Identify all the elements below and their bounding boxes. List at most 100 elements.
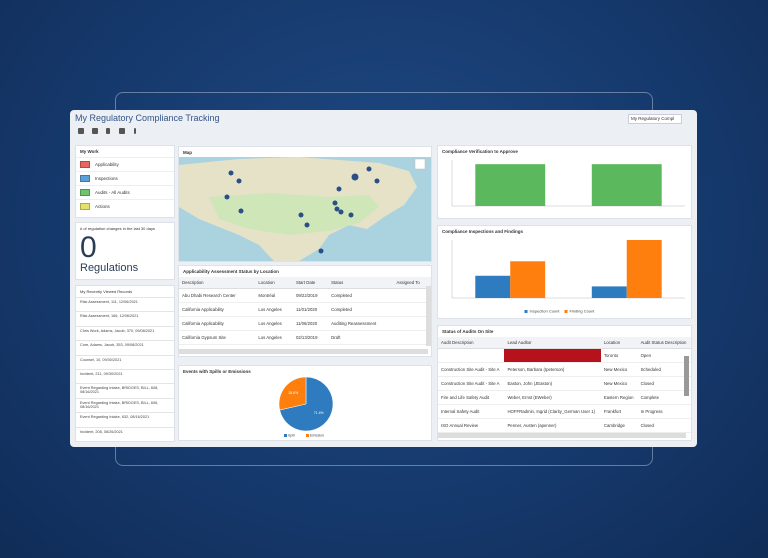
chart <box>451 160 685 207</box>
chart-panel: Compliance Inspections and Findings Inspe… <box>437 225 692 319</box>
table-cell: Cambridge <box>600 418 638 433</box>
recent-record[interactable]: Event Regarding Intake, 632, 08/16/2021 <box>76 412 174 426</box>
table-row[interactable]: ISO Annual Review Penner, Austen (apenner… <box>438 418 691 433</box>
audits-panel: Status of Audits On Site Audit Descripti… <box>437 325 692 441</box>
scrollbar[interactable] <box>426 286 431 346</box>
scrollbar[interactable] <box>438 433 686 438</box>
column-header: Lead Auditor <box>504 337 601 349</box>
recent-panel: My Recently Viewed Records Risk Assessme… <box>75 285 175 442</box>
recent-record[interactable]: Incident, 211, 09/30/2021 <box>76 368 174 383</box>
table-cell: California Gypsum Site <box>179 330 256 345</box>
my-work-panel: My Work Applicability Inspections Audits -… <box>75 145 175 218</box>
tool-icon[interactable] <box>134 128 136 134</box>
recent-record[interactable]: Event Regarding Intake, BRIDGES, BILL, 6… <box>76 397 174 412</box>
recent-record[interactable]: Core, Adams, Jacob, 353, 09/08/2021 <box>76 340 174 354</box>
column-header: Audit Status Description <box>637 337 691 349</box>
column-header: Audit Description <box>438 337 505 349</box>
legend-label: Emission <box>310 434 324 438</box>
table-cell: Construction Site Audit - Site A <box>438 362 505 377</box>
work-label: Inspections <box>95 176 118 181</box>
legend-swatch <box>284 434 287 437</box>
table-row[interactable]: California Applicability Los Angeles 11/06… <box>179 316 431 331</box>
table-row[interactable]: Abu Dhabi Research Center Montréal 09/22/2… <box>179 288 431 303</box>
recent-record[interactable]: Chris Work, Adams, Jacob, 370, 09/08/202… <box>76 325 174 340</box>
app-window: My Regulatory Compliance Tracking My Reg… <box>70 110 697 447</box>
column-header: Status <box>328 277 394 289</box>
swatch <box>80 175 90 182</box>
table-cell: Scheduled <box>637 362 691 377</box>
chart-title: Compliance Verification to Approve <box>442 149 518 154</box>
bar <box>591 164 662 206</box>
bar <box>475 275 511 298</box>
table-cell: Closed <box>637 418 691 433</box>
table-row[interactable]: Internal Safety Audit HOFFRadmin, Ingrid … <box>438 404 691 419</box>
panel-title: # of regulation changes in the last 30 d… <box>80 226 155 231</box>
recent-record[interactable]: Incident, 208, 08/26/2021 <box>76 426 174 441</box>
table-cell: HOFFRadmin, Ingrid (Clarity_German User … <box>504 404 601 419</box>
panel-title: Map <box>183 150 192 155</box>
recent-record[interactable]: Risk Assessment, 166, 12/06/2021 <box>76 311 174 325</box>
bar <box>591 286 627 298</box>
tool-icon[interactable] <box>119 128 125 134</box>
recent-record[interactable]: Event Regarding Intake, BRIDGES, BILL, 6… <box>76 383 174 397</box>
count: 0 <box>80 231 97 264</box>
table-cell: Open <box>637 348 691 363</box>
tool-icon[interactable] <box>106 128 110 134</box>
column-header: Start Date <box>292 277 329 289</box>
table-cell: Easton, John (JEaston) <box>504 376 601 391</box>
table-row[interactable]: California Applicability Los Angeles 11/01… <box>179 302 431 317</box>
work-item[interactable]: Audits - All Audits <box>76 185 174 199</box>
count-unit: Regulations <box>80 262 139 274</box>
pie-panel: Events with Spills or Emissions 71.4% 28.6… <box>178 365 432 441</box>
table: Description Location Start Date Status Assig… <box>179 277 431 345</box>
scrollbar[interactable] <box>684 356 689 396</box>
table-cell: 11/01/2020 <box>292 302 329 317</box>
table-cell: 11/06/2020 <box>292 316 329 331</box>
table-cell: Penner, Austen (apenner) <box>504 418 601 433</box>
scrollbar[interactable] <box>179 349 428 354</box>
table-cell: Completed <box>328 288 394 303</box>
table-cell: Abu Dhabi Research Center <box>179 288 256 303</box>
header-row: Description Location Start Date Status Assig… <box>179 277 431 289</box>
recent-record[interactable]: Risk Assessment, 111, 12/06/2021 <box>76 297 174 311</box>
legend-label: Finding Count <box>570 309 596 314</box>
table-row[interactable]: Construction Site Audit - Site A Easton, … <box>438 376 691 391</box>
map[interactable] <box>179 157 432 261</box>
column-header: Location <box>255 277 293 289</box>
work-item[interactable]: Applicability <box>76 157 174 171</box>
work-item[interactable]: Actions <box>76 199 174 213</box>
tool-icon[interactable] <box>78 128 84 134</box>
table: Audit Description Lead Auditor Location Aud… <box>438 337 691 433</box>
column-header: Assigned To <box>393 277 431 289</box>
table-cell <box>393 288 431 303</box>
tool-icon[interactable] <box>92 128 98 134</box>
table-cell: Weber, Ernst (EWeber) <box>504 390 601 405</box>
chart: 71.4% 28.6% Spill Emission <box>278 376 334 438</box>
legend-label: Spill <box>288 434 295 438</box>
table-cell: Fire and Life Safety Audit <box>438 390 505 405</box>
table-cell <box>504 348 601 363</box>
table-cell: In Progress <box>637 404 691 419</box>
table-cell: Complete <box>637 390 691 405</box>
table-cell: New Mexico <box>600 376 638 391</box>
pie-slice <box>279 376 334 432</box>
swatch <box>80 203 90 210</box>
table-cell: 02/13/2019 <box>292 330 329 345</box>
recent-record[interactable]: Counsel, 10, 09/30/2021 <box>76 354 174 369</box>
work-label: Audits - All Audits <box>95 190 130 195</box>
table-row[interactable]: Construction Site Audit - Site A Peterson… <box>438 362 691 377</box>
table-row[interactable]: Fire and Life Safety Audit Weber, Ernst (… <box>438 390 691 405</box>
table-cell: Peterson, Barbara (Ipeterson) <box>504 362 601 377</box>
table-cell: 09/22/2019 <box>292 288 329 303</box>
chart-panel: Compliance Verification to Approve <box>437 145 692 219</box>
table-row[interactable]: California Gypsum Site Los Angeles 02/13/2… <box>179 330 431 345</box>
table-row[interactable]: Toronto Open <box>438 348 691 363</box>
table-cell: Toronto <box>600 348 638 363</box>
table-cell <box>438 348 505 363</box>
work-item[interactable]: Inspections <box>76 171 174 185</box>
regulation-panel: # of regulation changes in the last 30 d… <box>75 222 175 280</box>
table-cell <box>393 330 431 345</box>
search-box[interactable]: My Regulatory Compl <box>628 114 682 124</box>
applicability-panel: Applicability Assessment Status by Locat… <box>178 265 432 357</box>
table-cell: Closed <box>637 376 691 391</box>
